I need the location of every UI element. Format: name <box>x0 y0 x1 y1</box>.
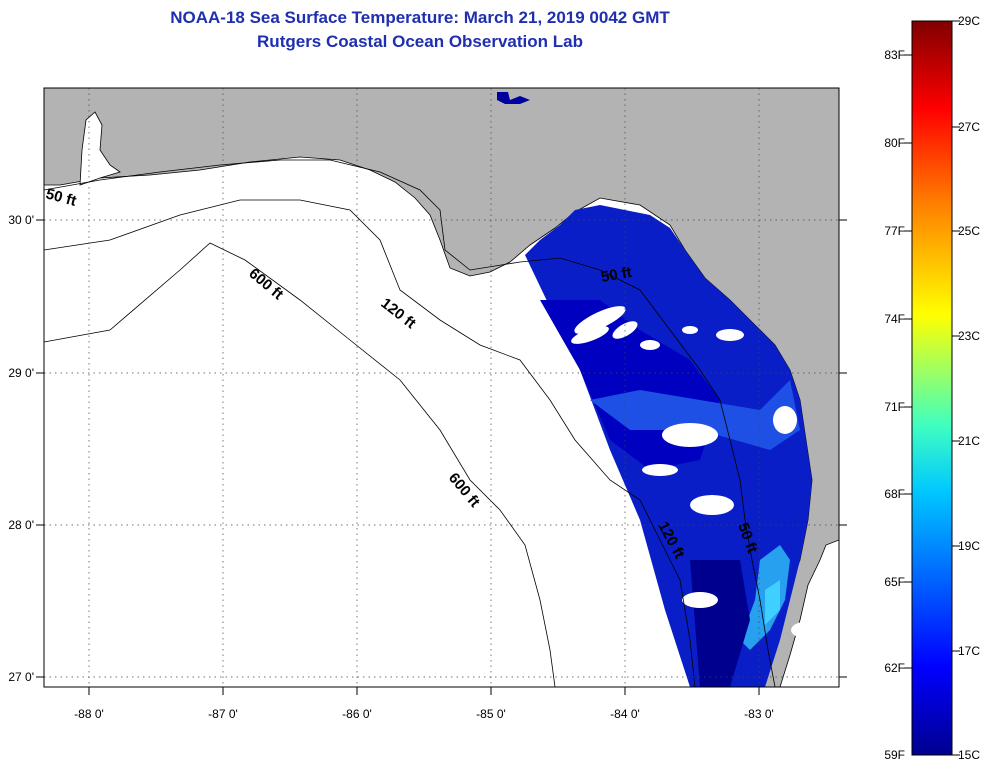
celsius-label: 17C <box>958 644 980 658</box>
land-mass <box>44 88 839 687</box>
fahrenheit-label: 83F <box>884 48 905 62</box>
celsius-label: 23C <box>958 329 980 343</box>
fahrenheit-label: 77F <box>884 224 905 238</box>
map-subtitle: Rutgers Coastal Ocean Observation Lab <box>257 32 583 51</box>
x-tick-label: -86 0' <box>342 707 372 721</box>
map-frame <box>43 87 840 688</box>
colorbar-ticks <box>904 20 960 756</box>
colorbar-celsius-labels: 29C 27C 25C 23C 21C 19C 17C 15C <box>958 14 980 762</box>
celsius-label: 15C <box>958 748 980 762</box>
celsius-label: 29C <box>958 14 980 28</box>
celsius-label: 21C <box>958 434 980 448</box>
x-tick-label: -87 0' <box>208 707 238 721</box>
sst-patch-mid <box>590 380 800 450</box>
fahrenheit-label: 62F <box>884 661 905 675</box>
celsius-label: 25C <box>958 224 980 238</box>
sst-patch-cool <box>690 560 750 687</box>
y-tick-label: 29 0' <box>8 366 34 380</box>
x-tick-label: -85 0' <box>476 707 506 721</box>
x-axis-labels: -88 0' -87 0' -86 0' -85 0' -84 0' -83 0… <box>74 707 774 721</box>
fahrenheit-label: 71F <box>884 400 905 414</box>
x-tick-label: -88 0' <box>74 707 104 721</box>
celsius-label: 19C <box>958 539 980 553</box>
fahrenheit-label: 80F <box>884 136 905 150</box>
axis-ticks <box>36 219 847 695</box>
x-tick-label: -84 0' <box>610 707 640 721</box>
cloud-gaps <box>571 306 819 638</box>
bathymetry-contours <box>44 159 776 687</box>
y-tick-label: 27 0' <box>8 670 34 684</box>
contour-120ft <box>44 199 696 687</box>
fahrenheit-label: 65F <box>884 575 905 589</box>
contour-50ft <box>44 159 776 687</box>
y-tick-label: 30 0' <box>8 213 34 227</box>
map-grid <box>44 88 839 687</box>
colorbar <box>911 20 953 756</box>
fahrenheit-label: 68F <box>884 487 905 501</box>
fahrenheit-label: 74F <box>884 312 905 326</box>
lake <box>497 92 530 104</box>
map-title: NOAA-18 Sea Surface Temperature: March 2… <box>170 8 670 27</box>
colorbar-fahrenheit-labels: 83F 80F 77F 74F 71F 68F 65F 62F 59F <box>884 48 905 762</box>
contour-600ft <box>44 242 556 687</box>
sst-patch-warmest <box>765 580 780 625</box>
celsius-label: 27C <box>958 120 980 134</box>
fahrenheit-label: 59F <box>884 748 905 762</box>
bay-inlet <box>79 111 121 186</box>
contour-label: 50 ft <box>600 264 633 286</box>
y-tick-label: 28 0' <box>8 518 34 532</box>
y-axis-labels: 30 0' 29 0' 28 0' 27 0' <box>8 213 34 684</box>
x-tick-label: -83 0' <box>744 707 774 721</box>
